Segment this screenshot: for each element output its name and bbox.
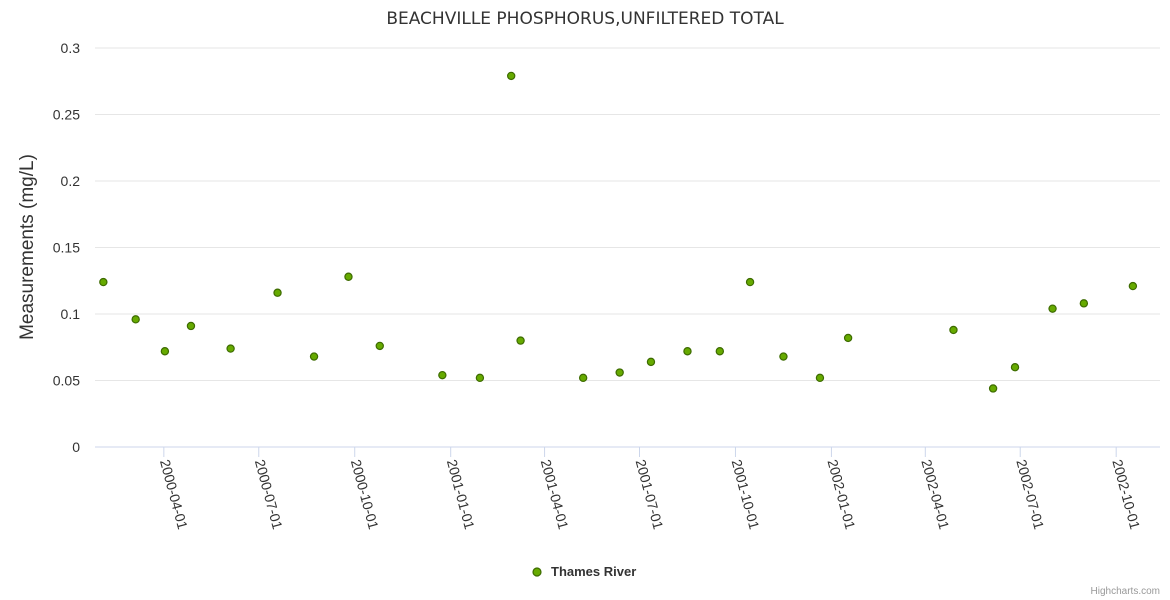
data-point[interactable] [226,344,235,353]
data-point[interactable] [988,384,998,393]
data-point[interactable] [1079,299,1089,308]
x-axis: 2000-04-01 2000-07-01 2000-10-01 2001-01-01… [95,446,1160,532]
x-tick-label: 2001-07-01 [633,458,667,532]
grid [95,47,1160,381]
x-tick-label: 2002-01-01 [825,458,859,532]
x-tick-label: 2001-01-01 [444,458,478,532]
data-point[interactable] [309,352,319,361]
data-point[interactable] [344,272,353,281]
y-axis: 0 0.05 0.1 0.15 0.2 0.25 0.3 [53,40,80,455]
data-point[interactable] [516,336,525,345]
data-point[interactable] [715,347,725,356]
data-series-thames-river [99,71,1138,393]
y-tick-label: 0.3 [61,40,81,56]
x-tick-label: 2001-10-01 [729,458,763,532]
y-tick-label: 0.15 [53,240,80,256]
data-point[interactable] [683,347,692,356]
x-tick-label: 2002-04-01 [918,458,952,532]
data-point[interactable] [815,373,825,383]
data-point[interactable] [1128,281,1138,291]
data-point[interactable] [475,373,485,383]
data-point[interactable] [615,368,624,377]
data-point[interactable] [843,333,853,343]
data-point[interactable] [646,357,656,367]
y-tick-label: 0 [72,439,80,455]
x-tick-label: 2000-10-01 [348,458,382,532]
credit-link[interactable]: Highcharts.com [1091,586,1160,597]
data-point[interactable] [1010,363,1020,372]
data-point[interactable] [506,71,516,81]
x-tick-label: 2000-04-01 [157,458,191,532]
data-point[interactable] [273,288,282,297]
data-point[interactable] [779,352,788,361]
y-tick-label: 0.05 [53,373,80,389]
data-point[interactable] [949,325,958,335]
data-point[interactable] [438,370,447,380]
x-tick-label: 2001-04-01 [538,458,572,532]
y-tick-label: 0.1 [61,306,81,322]
x-tick-label: 2002-07-01 [1013,458,1047,532]
x-tick-label: 2002-10-01 [1109,458,1143,532]
data-point[interactable] [160,347,170,356]
legend[interactable]: Thames River [532,564,636,579]
data-point[interactable] [99,277,108,287]
data-point[interactable] [131,315,140,324]
data-point[interactable] [578,373,588,383]
y-axis-label: Measurements (mg/L) [17,154,38,340]
data-point[interactable] [375,341,384,351]
y-tick-label: 0.2 [61,173,81,189]
legend-item-thames-river[interactable]: Thames River [551,564,636,579]
y-tick-label: 0.25 [53,107,80,123]
legend-marker-icon[interactable] [532,567,542,577]
data-point[interactable] [1048,304,1057,313]
data-point[interactable] [745,277,755,287]
data-point[interactable] [186,321,196,331]
x-tick-label: 2000-07-01 [252,458,286,532]
chart-title: BEACHVILLE PHOSPHORUS,UNFILTERED TOTAL [386,9,784,29]
